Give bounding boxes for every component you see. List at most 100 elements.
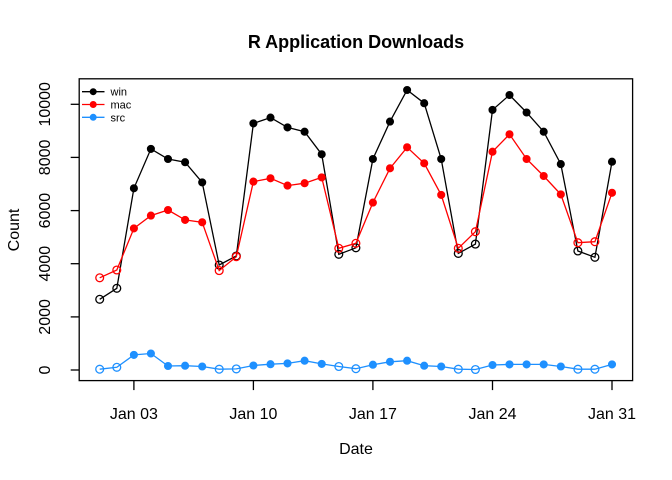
data-point-mac <box>129 224 138 233</box>
data-point-src <box>539 360 548 369</box>
data-point-win <box>300 127 309 136</box>
series-win <box>95 85 617 304</box>
data-point-mac <box>283 181 292 190</box>
data-point-mac <box>505 130 514 139</box>
data-point-src <box>317 359 326 368</box>
data-point-win <box>453 248 463 258</box>
data-point-mac <box>385 164 395 173</box>
data-point-win <box>556 160 565 169</box>
data-point-src <box>198 362 207 371</box>
data-point-src <box>283 359 292 368</box>
data-point-win <box>590 252 600 262</box>
data-point-mac <box>231 252 241 262</box>
data-point-src <box>95 364 105 374</box>
data-point-src <box>556 362 565 371</box>
data-point-src <box>181 361 190 370</box>
data-point-mac <box>317 173 326 182</box>
data-point-src <box>522 360 531 369</box>
data-point-src <box>163 361 173 371</box>
data-point-mac <box>420 159 429 168</box>
data-point-win <box>317 150 326 159</box>
data-point-mac <box>590 237 600 247</box>
series-src <box>95 349 617 375</box>
data-point-src <box>505 360 514 369</box>
data-point-src <box>351 364 361 374</box>
data-point-mac <box>437 190 446 199</box>
x-tick-label: Jan 24 <box>468 406 516 423</box>
series-mac <box>95 130 617 283</box>
data-point-mac <box>539 171 548 181</box>
data-point-mac <box>249 177 258 186</box>
data-point-src <box>573 364 583 374</box>
data-point-win <box>334 249 344 259</box>
x-tick-label: Jan 31 <box>588 406 636 423</box>
data-point-mac <box>95 273 105 283</box>
data-point-src <box>470 364 480 375</box>
data-point-win <box>283 123 292 132</box>
data-point-src <box>300 356 309 365</box>
data-point-win <box>505 90 514 100</box>
data-point-mac <box>368 198 377 207</box>
data-point-win <box>437 154 446 164</box>
data-point-src <box>488 360 497 370</box>
data-point-mac <box>334 243 344 253</box>
data-point-win <box>198 178 207 187</box>
data-point-src <box>385 357 395 366</box>
data-point-win <box>112 283 122 293</box>
data-point-win <box>385 117 395 126</box>
data-point-src <box>266 360 275 369</box>
data-point-src <box>368 360 377 369</box>
data-point-src <box>420 361 429 370</box>
data-point-mac <box>181 215 190 224</box>
data-point-src <box>334 361 344 372</box>
data-point-mac <box>607 188 617 197</box>
y-tick-label: 8000 <box>37 140 54 176</box>
data-point-mac <box>214 266 224 276</box>
data-point-win <box>420 99 429 108</box>
data-point-mac <box>146 211 155 220</box>
data-point-win <box>488 105 497 114</box>
y-tick-label: 2000 <box>37 299 54 335</box>
series-mac-line <box>99 133 613 279</box>
data-point-src <box>249 361 258 370</box>
data-point-win <box>470 239 480 249</box>
data-point-src <box>129 350 138 359</box>
legend-key-marker <box>89 101 97 108</box>
data-point-win <box>129 184 138 193</box>
data-point-mac <box>573 238 583 248</box>
data-point-mac <box>403 143 412 152</box>
legend-key-marker <box>89 88 97 96</box>
y-tick-label: 4000 <box>37 246 54 282</box>
data-point-mac <box>300 179 309 188</box>
data-point-src <box>231 364 241 374</box>
data-point-win <box>368 154 377 164</box>
data-point-src <box>590 364 600 374</box>
data-point-src <box>607 360 617 369</box>
data-point-win <box>607 157 617 166</box>
data-point-mac <box>266 174 275 183</box>
y-tick-label: 6000 <box>37 193 54 229</box>
data-point-win <box>539 127 548 136</box>
data-point-src <box>403 356 412 365</box>
data-point-src <box>453 364 463 374</box>
plot-border <box>78 78 634 382</box>
y-tick-label: 10000 <box>37 82 54 127</box>
x-tick-label: Jan 03 <box>110 406 158 423</box>
data-point-src <box>146 349 155 358</box>
legend-key-marker <box>89 113 97 121</box>
series-win-line <box>99 89 613 300</box>
data-point-mac <box>163 205 173 215</box>
data-point-mac <box>453 243 463 253</box>
data-point-win <box>95 294 105 304</box>
data-point-win <box>522 108 531 117</box>
data-point-mac <box>470 227 480 237</box>
data-point-win <box>266 113 275 122</box>
data-point-win <box>181 158 190 167</box>
x-tick-label: Jan 17 <box>349 406 397 423</box>
data-point-win <box>146 144 155 153</box>
legend-label: win <box>110 87 128 99</box>
chart-title: R Application Downloads <box>247 32 465 52</box>
data-point-src <box>112 362 122 372</box>
data-point-mac <box>488 147 497 156</box>
